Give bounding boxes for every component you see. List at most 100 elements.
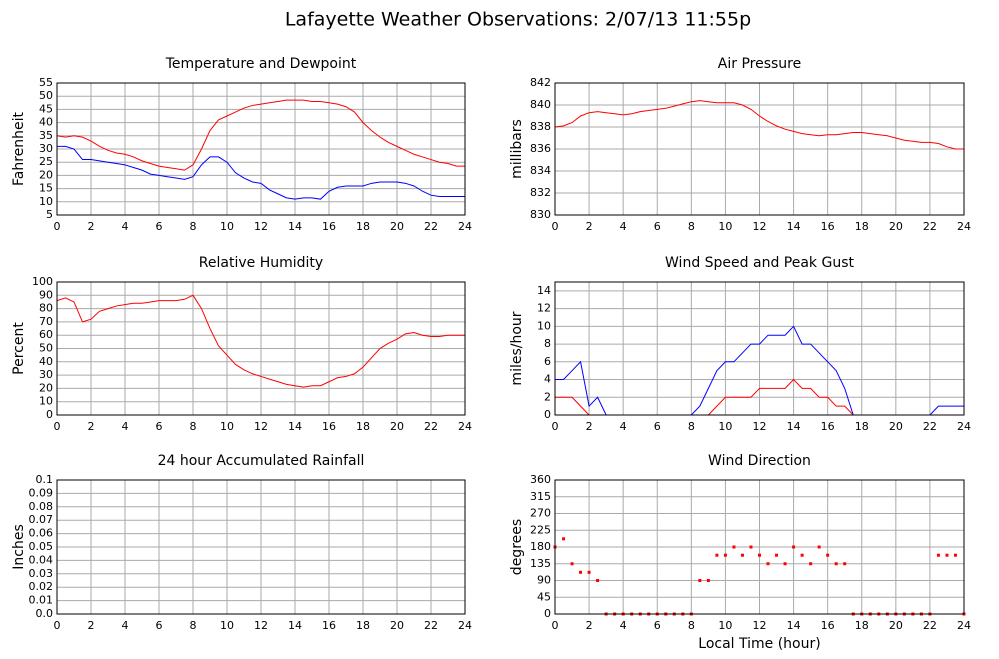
data-point (562, 537, 566, 541)
data-point (843, 562, 847, 566)
y-tick-label: 840 (530, 98, 551, 111)
x-tick-label: 12 (254, 220, 268, 233)
x-tick-label: 2 (586, 619, 593, 632)
x-tick-label: 6 (156, 220, 163, 233)
y-tick-label: 832 (530, 186, 551, 199)
x-tick-label: 14 (787, 420, 801, 433)
y-tick-label: 80 (39, 302, 53, 315)
y-tick-label: 45 (537, 590, 551, 603)
plot-frame (554, 479, 965, 615)
chart-title: Relative Humidity (199, 255, 323, 271)
x-tick-label: 14 (288, 619, 302, 632)
y-tick-label: 30 (39, 368, 53, 381)
x-tick-label: 0 (54, 420, 61, 433)
x-tick-label: 24 (458, 220, 472, 233)
y-tick-label: 135 (530, 557, 551, 570)
x-tick-label: 6 (654, 420, 661, 433)
data-point (826, 553, 830, 557)
x-tick-label: 8 (190, 420, 197, 433)
y-axis-label: millibars (509, 119, 525, 179)
x-tick-label: 0 (54, 220, 61, 233)
y-tick-label: 180 (530, 540, 551, 553)
x-tick-label: 8 (688, 420, 695, 433)
y-tick-label: 12 (537, 302, 551, 315)
y-tick-label: 10 (39, 395, 53, 408)
x-tick-label: 0 (552, 619, 559, 632)
x-tick-label: 10 (220, 619, 234, 632)
x-tick-label: 24 (458, 619, 472, 632)
x-tick-label: 2 (88, 220, 95, 233)
y-tick-label: 834 (530, 164, 551, 177)
data-line (56, 99, 465, 171)
x-tick-label: 2 (586, 420, 593, 433)
y-tick-label: 10 (537, 319, 551, 332)
data-point (817, 545, 821, 549)
plot-frame (56, 281, 466, 416)
x-tick-label: 14 (787, 220, 801, 233)
x-tick-label: 14 (787, 619, 801, 632)
y-tick-label: 15 (39, 182, 53, 195)
y-tick-label: 25 (39, 155, 53, 168)
y-tick-label: 842 (530, 76, 551, 89)
x-tick-label: 12 (753, 220, 767, 233)
x-tick-label: 6 (654, 619, 661, 632)
data-point (792, 545, 796, 549)
y-tick-label: 838 (530, 120, 551, 133)
data-point (740, 553, 744, 557)
y-tick-label: 315 (530, 490, 551, 503)
data-point (587, 570, 591, 574)
x-tick-label: 8 (688, 220, 695, 233)
x-tick-label: 16 (322, 420, 336, 433)
x-tick-label: 0 (552, 220, 559, 233)
x-tick-label: 18 (356, 619, 370, 632)
x-tick-label: 10 (718, 220, 732, 233)
y-axis-label: degrees (509, 519, 525, 575)
y-tick-label: 0.02 (29, 580, 54, 593)
data-point (809, 562, 813, 566)
y-axis-label: miles/hour (509, 311, 525, 385)
x-tick-label: 2 (586, 220, 593, 233)
x-tick-label: 10 (718, 619, 732, 632)
data-point (783, 562, 787, 566)
x-tick-label: 12 (753, 420, 767, 433)
data-point (570, 562, 574, 566)
data-point (834, 562, 838, 566)
x-tick-label: 18 (356, 420, 370, 433)
x-tick-label: 24 (957, 220, 971, 233)
y-tick-label: 0 (46, 408, 53, 421)
y-tick-label: 0.04 (29, 553, 54, 566)
y-tick-label: 0.07 (29, 513, 54, 526)
data-line (56, 294, 465, 388)
y-tick-label: 50 (39, 342, 53, 355)
x-tick-label: 16 (322, 220, 336, 233)
y-tick-label: 4 (544, 373, 551, 386)
y-tick-label: 90 (39, 288, 53, 301)
x-tick-label: 24 (957, 420, 971, 433)
x-tick-label: 20 (889, 420, 903, 433)
x-tick-label: 22 (923, 220, 937, 233)
y-tick-label: 35 (39, 129, 53, 142)
data-point (715, 553, 719, 557)
y-tick-label: 5 (46, 208, 53, 221)
y-tick-label: 360 (530, 473, 551, 486)
x-tick-label: 20 (390, 220, 404, 233)
y-tick-label: 10 (39, 195, 53, 208)
chart-title: Temperature and Dewpoint (165, 56, 357, 72)
data-line (554, 100, 964, 150)
data-point (936, 553, 940, 557)
x-tick-label: 22 (424, 220, 438, 233)
x-tick-label: 8 (688, 619, 695, 632)
main-title: Lafayette Weather Observations: 2/07/13 … (285, 9, 751, 31)
x-tick-label: 16 (821, 220, 835, 233)
x-tick-label: 18 (356, 220, 370, 233)
y-tick-label: 0 (544, 408, 551, 421)
y-axis-label: Fahrenheit (11, 111, 27, 186)
y-tick-label: 14 (537, 284, 551, 297)
x-tick-label: 10 (220, 420, 234, 433)
y-tick-label: 55 (39, 76, 53, 89)
x-tick-label: 8 (190, 619, 197, 632)
x-tick-label: 18 (855, 220, 869, 233)
x-tick-label: 18 (855, 619, 869, 632)
data-point (596, 579, 600, 582)
